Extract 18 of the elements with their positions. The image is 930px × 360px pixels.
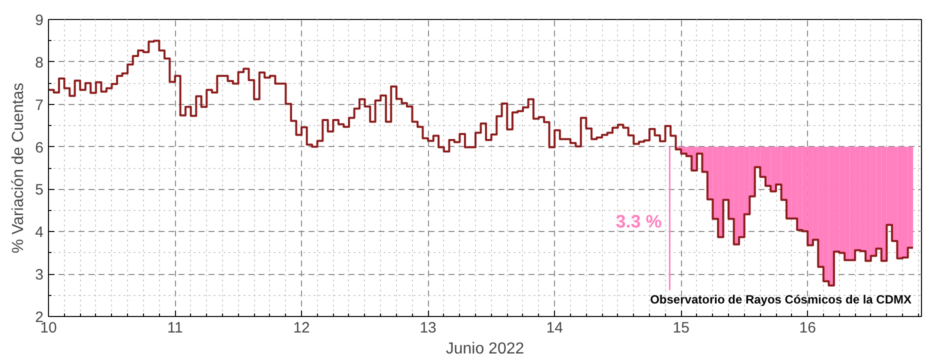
x-tick-label: 13	[420, 320, 436, 336]
x-tick-label: 14	[546, 320, 563, 336]
x-axis-title: Junio 2022	[446, 340, 524, 358]
y-tick-label: 4	[35, 224, 44, 242]
x-tick-label: 12	[293, 320, 310, 336]
annotation: 3.3 %	[616, 211, 662, 232]
y-tick-label: 7	[35, 96, 44, 114]
x-tick-label: 16	[799, 320, 816, 336]
y-tick-label: 8	[35, 54, 44, 72]
y-tick-label: 3	[35, 266, 44, 284]
y-tick-label: 6	[35, 139, 44, 156]
x-tick-label: 15	[672, 320, 690, 336]
y-tick-label: 9	[35, 12, 44, 29]
y-axis-title: % Variación de Cuentas	[10, 82, 28, 254]
x-tick-label: 10	[40, 320, 57, 336]
y-tick-label: 5	[35, 182, 44, 199]
x-tick-label: 11	[167, 320, 183, 336]
annotation: Observatorio de Rayos Cósmicos de la CDMX	[650, 292, 912, 306]
